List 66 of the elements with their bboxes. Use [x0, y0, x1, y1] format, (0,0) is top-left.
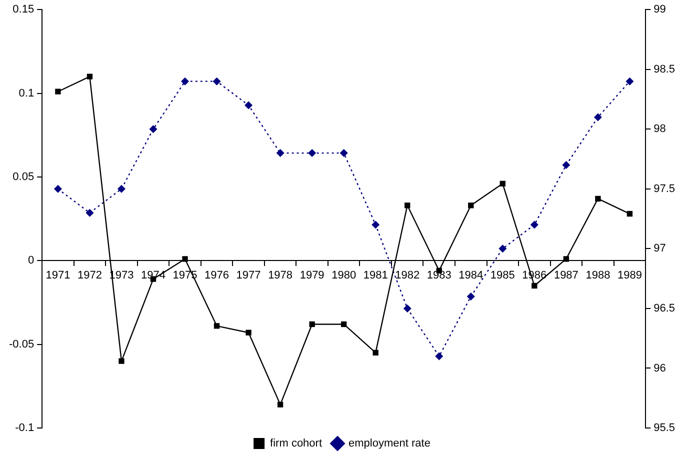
- point: [340, 149, 348, 158]
- point: [403, 304, 412, 312]
- point: [532, 282, 538, 289]
- y2-tick-label: 98.5: [654, 63, 676, 76]
- point: [530, 220, 538, 229]
- point: [181, 77, 190, 86]
- point: [276, 149, 284, 158]
- point: [54, 184, 62, 193]
- point: [341, 321, 347, 328]
- point: [182, 256, 188, 262]
- x-tick-label: 1988: [586, 269, 610, 282]
- point: [86, 74, 93, 80]
- y2-tick-label: 97.5: [654, 182, 676, 195]
- legend-label: firm cohort: [270, 438, 322, 450]
- x-tick-label: 1976: [204, 269, 230, 282]
- point: [372, 350, 378, 356]
- point: [308, 149, 316, 158]
- point: [149, 125, 158, 134]
- point: [212, 77, 221, 86]
- point: [404, 202, 410, 208]
- y2-tick-label: 96: [654, 362, 666, 374]
- x-tick-label: 1979: [300, 269, 324, 282]
- y-tick-label: -0.1: [15, 422, 34, 434]
- x-tick-label: 1985: [490, 269, 515, 282]
- point: [626, 210, 633, 217]
- x-tick-label: 1987: [554, 269, 578, 282]
- y-tick-label: 0.1: [18, 87, 34, 100]
- y-tick-label: -0.05: [8, 338, 34, 350]
- y2-tick-label: 95.5: [654, 422, 676, 434]
- x-tick-label: 1984: [458, 269, 484, 282]
- point: [562, 161, 570, 170]
- point: [214, 323, 220, 329]
- x-tick-label: 1978: [268, 269, 293, 282]
- point: [372, 220, 380, 229]
- x-tick-label: 1981: [363, 269, 388, 282]
- point: [466, 292, 475, 301]
- x-tick-label: 1971: [46, 269, 70, 282]
- point: [244, 101, 253, 110]
- y2-tick-label: 97: [654, 242, 666, 255]
- point: [86, 208, 94, 217]
- point: [118, 358, 124, 364]
- point: [595, 196, 601, 202]
- point: [498, 244, 507, 253]
- point: [468, 202, 474, 208]
- point: [277, 402, 284, 408]
- point: [626, 77, 634, 86]
- x-tick-label: 1980: [332, 269, 356, 282]
- point: [594, 113, 602, 122]
- x-tick-label: 1989: [617, 269, 642, 282]
- y-tick-label: 0: [28, 254, 34, 267]
- y-tick-label: 0.15: [12, 4, 34, 16]
- point: [246, 330, 252, 336]
- x-tick-label: 1972: [77, 269, 102, 282]
- point: [117, 184, 126, 193]
- point: [563, 256, 570, 262]
- point: [435, 352, 444, 360]
- y2-tick-label: 98: [654, 123, 666, 136]
- point: [55, 88, 61, 94]
- y-tick-label: 0.05: [12, 170, 34, 183]
- point: [500, 180, 506, 186]
- point: [309, 321, 315, 328]
- y2-tick-label: 96.5: [654, 302, 676, 314]
- x-tick-label: 1977: [236, 269, 261, 282]
- legend-label: employment rate: [348, 438, 430, 450]
- y2-tick-label: 99: [654, 4, 666, 16]
- x-tick-label: 1982: [395, 269, 420, 282]
